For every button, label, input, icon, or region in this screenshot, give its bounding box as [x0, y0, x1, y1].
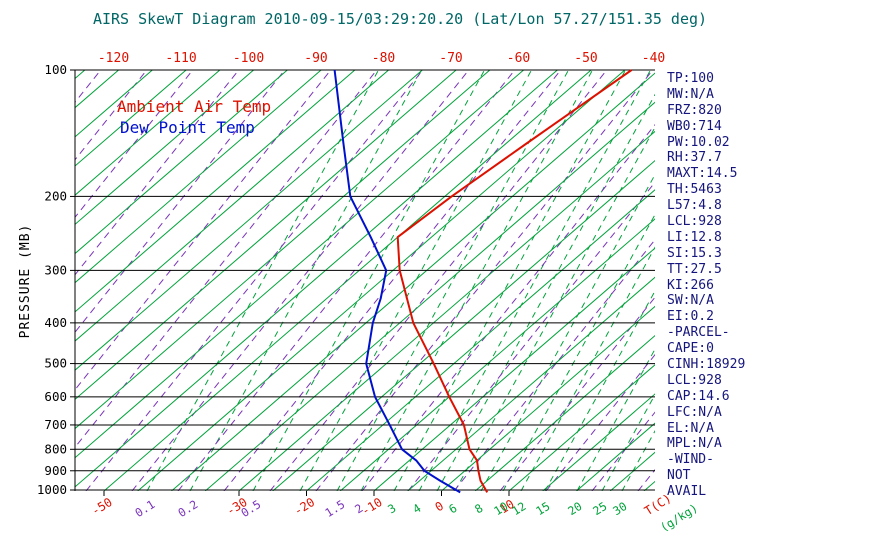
mixing-ratio-tick-label: 0.2: [175, 497, 200, 520]
stat-line: TP:100: [667, 71, 714, 86]
stat-line: LFC:N/A: [667, 404, 722, 420]
stat-line: CAPE:0: [667, 341, 714, 357]
stat-line: LCL:928: [667, 372, 722, 388]
bottom-temp-tick-label: -20: [291, 495, 317, 518]
pressure-tick-label: 1000: [37, 482, 67, 497]
stat-line: -PARCEL-: [667, 325, 730, 341]
pressure-tick-label: 400: [44, 315, 67, 330]
pressure-tick-label: 700: [44, 417, 67, 432]
top-temp-tick-label: -50: [574, 51, 597, 66]
mixing-ratio-tick-label: 30: [610, 499, 629, 518]
stat-line: LI:12.8: [667, 229, 722, 245]
mixing-ratio-tick-label: 1.5: [322, 497, 347, 520]
mixing-ratio-tick-label: 4: [410, 501, 423, 517]
ambient-temp-profile-line: [396, 69, 633, 493]
mixing-ratio-tick-label: 8: [472, 501, 485, 517]
top-temp-tick-label: -90: [304, 51, 327, 66]
isotherm-lines: [75, 70, 655, 491]
top-temp-tick-label: -70: [439, 51, 462, 66]
mixing-ratio-tick-label: 20: [565, 499, 584, 518]
stat-line: -WIND-: [667, 452, 714, 468]
bottom-temp-tick-label: 0: [433, 499, 447, 515]
page-title: AIRS SkewT Diagram 2010-09-15/03:29:20.2…: [92, 10, 708, 28]
stat-line: NOT: [667, 468, 691, 484]
pressure-axis-title: PRESSURE (MB): [18, 224, 33, 339]
mixing-ratio-tick-label: 10: [491, 499, 510, 518]
stat-line: EL:N/A: [667, 420, 714, 436]
adiabat-lines: [75, 70, 655, 491]
top-temp-tick-label: -110: [165, 51, 196, 66]
top-temp-tick-label: -80: [372, 51, 395, 66]
dewpoint-profile-line: [333, 69, 461, 494]
top-temp-tick-label: -60: [507, 51, 530, 66]
stat-line: MAXT:14.5: [667, 166, 738, 182]
stat-line: FRZ:820: [667, 102, 722, 118]
stat-line: EI:0.2: [667, 309, 714, 325]
stat-line: LCL:928: [667, 214, 722, 230]
stats-panel: TP:100 MW:N/A FRZ:820 WB0:714 PW:10.02 RH:37.…: [667, 71, 745, 500]
top-temp-tick-label: -40: [642, 51, 665, 66]
stat-line: MPL:N/A: [667, 436, 722, 452]
bottom-temp-tick-label: -10: [359, 495, 385, 518]
stat-line: SW:N/A: [667, 293, 714, 309]
pressure-tick-label: 500: [44, 356, 67, 371]
stat-line: RH:37.7: [667, 150, 722, 166]
legend-ambient-air-temp: Ambient Air Temp: [117, 97, 272, 116]
stat-line: CINH:18929: [667, 357, 746, 373]
pressure-tick-label: 600: [44, 389, 67, 404]
mixing-ratio-tick-label: 6: [446, 501, 459, 517]
stat-line: KI:266: [667, 277, 714, 293]
top-temp-tick-label: -120: [98, 51, 129, 66]
pressure-lines: [70, 69, 655, 496]
stat-line: SI:15.3: [667, 245, 722, 261]
pressure-tick-label: 900: [44, 463, 67, 478]
legend-dew-point-temp: Dew Point Temp: [120, 118, 255, 137]
mixing-ratio-tick-label: 25: [590, 499, 609, 518]
top-temp-tick-label: -100: [233, 51, 264, 66]
pressure-tick-label: 300: [44, 262, 67, 277]
pressure-tick-label: 800: [44, 441, 67, 456]
stat-line: WB0:714: [667, 118, 722, 134]
bottom-temp-tick-label: 10: [497, 497, 517, 517]
stat-line: TT:27.5: [667, 261, 722, 277]
mixing-ratio-tick-label: 12: [509, 499, 528, 518]
stat-line: PW:10.02: [667, 134, 730, 150]
pressure-tick-label: 100: [44, 62, 67, 77]
mixing-ratio-lines: [146, 70, 655, 491]
stat-line: CAP:14.6: [667, 388, 730, 404]
stat-line: AVAIL: [667, 484, 707, 500]
stat-line: L57:4.8: [667, 198, 722, 214]
pressure-tick-label: 200: [44, 188, 67, 203]
mixing-ratio-tick-label: 15: [533, 499, 552, 518]
mixing-ratio-tick-label: 0.1: [132, 497, 157, 520]
bottom-temp-tick-label: -50: [89, 495, 115, 518]
stat-line: MW:N/A: [667, 86, 714, 102]
mixing-ratio-tick-label: 3: [385, 501, 398, 517]
stat-line: TH:5463: [667, 182, 722, 198]
